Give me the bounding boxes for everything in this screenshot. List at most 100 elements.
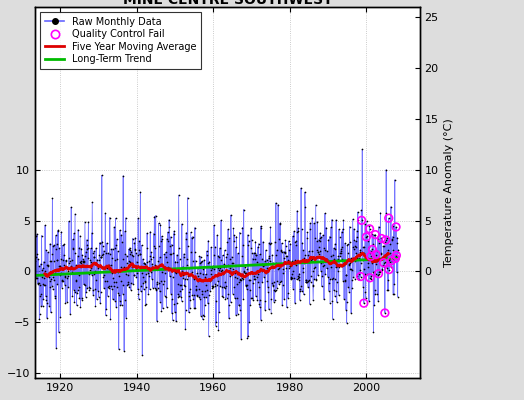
Point xyxy=(123,260,131,266)
Point xyxy=(250,256,259,262)
Point xyxy=(145,258,154,264)
Point xyxy=(302,279,310,285)
Point xyxy=(267,309,275,316)
Point xyxy=(289,286,297,292)
Point xyxy=(377,255,386,261)
Point xyxy=(345,260,353,267)
Point xyxy=(149,230,158,237)
Point xyxy=(159,266,168,272)
Point xyxy=(155,288,163,294)
Point xyxy=(249,297,257,304)
Point xyxy=(218,293,226,300)
Point xyxy=(184,273,192,279)
Point xyxy=(145,273,153,279)
Point xyxy=(316,230,324,236)
Point xyxy=(150,213,159,220)
Point xyxy=(199,266,208,272)
Point xyxy=(322,224,331,231)
Point xyxy=(78,252,86,258)
Point xyxy=(375,224,383,230)
Point xyxy=(82,249,90,255)
Point xyxy=(248,250,256,256)
Point xyxy=(106,316,115,322)
Point xyxy=(249,250,258,256)
Point xyxy=(368,260,376,266)
Point xyxy=(333,263,342,269)
Point xyxy=(204,260,212,266)
Point xyxy=(256,223,265,230)
Point xyxy=(361,271,369,278)
Point xyxy=(228,254,236,260)
Point xyxy=(77,258,85,264)
Point xyxy=(242,282,250,288)
Point xyxy=(226,265,234,271)
Point xyxy=(148,264,157,270)
Point xyxy=(68,293,77,299)
Point xyxy=(102,312,110,318)
Point xyxy=(146,286,154,292)
Point xyxy=(365,226,374,232)
Point xyxy=(244,232,252,238)
Point xyxy=(194,277,203,284)
Point xyxy=(165,216,173,223)
Point xyxy=(60,262,68,268)
Point xyxy=(115,273,124,280)
Point xyxy=(325,280,334,286)
Point xyxy=(309,282,318,288)
Point xyxy=(248,295,256,301)
Point xyxy=(180,251,188,257)
Point xyxy=(231,274,239,280)
Point xyxy=(253,258,261,265)
Point xyxy=(141,301,150,308)
Point xyxy=(337,246,345,252)
Point xyxy=(293,208,301,214)
Point xyxy=(347,266,356,272)
Point xyxy=(49,273,58,280)
Point xyxy=(282,265,291,272)
Point xyxy=(294,276,303,283)
Point xyxy=(280,296,288,303)
Point xyxy=(253,297,261,303)
Point xyxy=(142,284,150,290)
Point xyxy=(59,252,68,258)
Point xyxy=(230,225,238,232)
Point xyxy=(298,288,306,294)
Point xyxy=(198,258,206,264)
Point xyxy=(255,300,264,307)
Point xyxy=(227,268,235,275)
Point xyxy=(79,256,88,262)
Point xyxy=(124,246,133,252)
Point xyxy=(353,273,361,279)
Point xyxy=(90,248,99,254)
Point xyxy=(242,283,250,289)
Point xyxy=(366,275,374,281)
Point xyxy=(385,266,393,273)
Point xyxy=(267,240,275,246)
Point xyxy=(381,310,389,316)
Point xyxy=(40,282,49,288)
Point xyxy=(62,264,71,270)
Point xyxy=(164,264,172,270)
Point xyxy=(254,279,263,285)
Point xyxy=(45,270,53,276)
Point xyxy=(88,230,96,236)
Point xyxy=(233,281,241,287)
Point xyxy=(96,300,104,306)
Point xyxy=(392,252,400,258)
Point xyxy=(235,302,243,308)
Point xyxy=(264,288,272,295)
Point xyxy=(370,287,379,293)
Point xyxy=(67,263,75,269)
Point xyxy=(376,210,385,216)
Point xyxy=(324,236,333,243)
Point xyxy=(365,298,373,304)
Point xyxy=(89,254,97,260)
Point xyxy=(184,242,192,249)
Point xyxy=(300,254,308,261)
Point xyxy=(255,304,264,310)
Point xyxy=(349,244,357,250)
Point xyxy=(315,251,323,257)
Point xyxy=(182,229,191,236)
Point xyxy=(101,264,109,271)
Point xyxy=(230,238,238,245)
